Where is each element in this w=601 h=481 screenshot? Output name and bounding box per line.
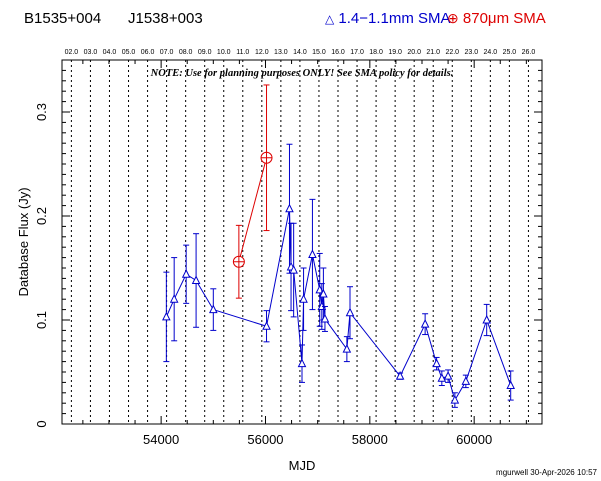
x-tick-label: 58000 (352, 432, 388, 447)
x-tick-label: 54000 (143, 432, 179, 447)
data-point (320, 313, 330, 323)
y-tick-label: 0.1 (34, 311, 49, 329)
data-point (506, 380, 516, 390)
data-point (319, 288, 328, 298)
top-axis-tick-label: 16.0 (331, 49, 345, 56)
data-point (443, 371, 453, 380)
top-axis-tick-label: 08.0 (179, 49, 193, 56)
data-point (285, 203, 294, 213)
top-axis-tick-label: 07.0 (160, 49, 174, 56)
top-axis-tick-label: 21.0 (426, 49, 440, 56)
top-axis-tick-label: 03.0 (84, 49, 98, 56)
source-name-2: J1538+003 (128, 10, 203, 27)
series-line-1 (238, 157, 268, 262)
circle-plus-icon: ⊕ (447, 10, 459, 26)
data-point (432, 358, 441, 368)
x-tick-label: 56000 (247, 432, 283, 447)
data-point (191, 275, 201, 284)
legend-item-mm: △ 1.4−1.1mm SMA (325, 10, 451, 27)
data-point (342, 344, 352, 353)
top-axis-tick-label: 23.0 (464, 49, 478, 56)
source-name-1: B1535+004 (24, 10, 102, 27)
data-point (482, 314, 492, 324)
data-point (162, 311, 171, 321)
top-axis-tick-label: 24.0 (484, 49, 498, 56)
top-axis-tick-label: 22.0 (445, 49, 459, 56)
y-tick-label: 0.3 (34, 103, 49, 121)
legend-label-mm: 1.4−1.1mm SMA (338, 10, 451, 27)
data-point (289, 264, 298, 274)
top-axis-tick-label: 04.0 (103, 49, 117, 56)
planning-note: NOTE: Use for planning purposes ONLY! Se… (150, 68, 454, 79)
data-point (345, 307, 355, 317)
data-point (308, 249, 317, 258)
data-point (169, 294, 179, 303)
top-axis-tick-label: 06.0 (141, 49, 155, 56)
data-point (181, 269, 191, 278)
top-axis-tick-label: 11.0 (236, 49, 249, 56)
y-axis-label: Database Flux (Jy) (16, 187, 31, 296)
data-point (395, 371, 405, 380)
top-axis-tick-label: 17.0 (350, 49, 364, 56)
timestamp-stamp: mgurwell 30-Apr-2026 10:57 (496, 468, 597, 477)
top-axis-tick-label: 18.0 (369, 49, 383, 56)
series-line-0 (165, 208, 512, 402)
data-point (262, 321, 271, 330)
x-tick-label: 60000 (456, 432, 492, 447)
triangle-icon: △ (325, 12, 335, 26)
y-tick-label: 0 (34, 420, 49, 427)
top-axis-tick-label: 19.0 (388, 49, 402, 56)
top-axis-tick-label: 10.0 (217, 49, 231, 56)
top-axis-tick-label: 12.0 (255, 49, 269, 56)
plot-frame (61, 59, 543, 425)
legend-item-870: ⊕ 870μm SMA (447, 10, 546, 27)
data-point (297, 358, 307, 368)
top-axis-tick-label: 26.0 (522, 49, 536, 56)
top-axis-tick-label: 20.0 (407, 49, 421, 56)
top-axis-tick-label: 02.0 (65, 49, 79, 56)
data-point (437, 373, 447, 382)
data-point (450, 394, 460, 404)
top-axis-tick-label: 14.0 (293, 49, 307, 56)
legend-label-870: 870μm SMA (462, 10, 546, 27)
top-axis-tick-label: 15.0 (312, 49, 326, 56)
top-axis-tick-label: 05.0 (122, 49, 136, 56)
data-point (299, 294, 308, 303)
data-point (420, 319, 430, 328)
data-point (208, 304, 218, 314)
top-axis-tick-label: 13.0 (274, 49, 288, 56)
top-axis-tick-label: 25.0 (503, 49, 517, 56)
data-point (461, 376, 471, 385)
y-tick-label: 0.2 (34, 207, 49, 225)
top-axis-tick-label: 09.0 (198, 49, 212, 56)
x-axis-label: MJD (289, 458, 316, 473)
